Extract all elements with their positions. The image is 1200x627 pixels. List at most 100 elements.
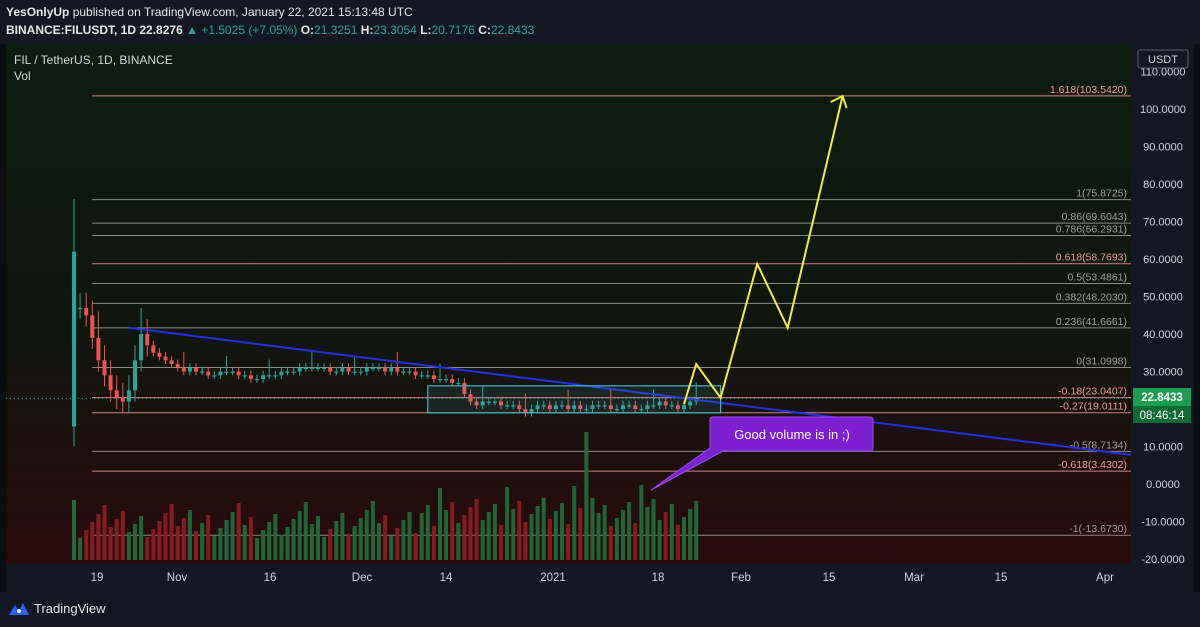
volume-bar bbox=[352, 526, 357, 560]
last-price: 22.8276 bbox=[139, 23, 183, 37]
price-chart[interactable]: 1.618(103.5420)1(75.8725)0.86(69.6043)0.… bbox=[6, 44, 1194, 592]
open-label: O: bbox=[300, 23, 315, 37]
volume-bar bbox=[267, 522, 272, 560]
volume-bar bbox=[389, 536, 394, 560]
close-value: 22.8433 bbox=[490, 23, 535, 37]
volume-bar bbox=[230, 512, 235, 560]
volume-legend: Vol bbox=[14, 69, 31, 83]
candle-body bbox=[218, 371, 223, 376]
candle-body bbox=[377, 367, 381, 370]
volume-bar bbox=[303, 502, 308, 560]
volume-bar bbox=[486, 512, 491, 560]
chart-area[interactable]: 1.618(103.5420) 1(75.8725) 0.86(69.6043) 0.… bbox=[6, 44, 1194, 592]
volume-bar bbox=[462, 515, 467, 560]
volume-bar bbox=[291, 519, 296, 560]
volume-bar bbox=[316, 516, 320, 560]
volume-bar bbox=[438, 488, 442, 560]
candle-body bbox=[206, 371, 211, 376]
downtrend-line bbox=[128, 326, 1132, 456]
header-bar: YesOnlyUp published on TradingView.com, … bbox=[0, 0, 1200, 44]
price-tick-label: 100.0000 bbox=[1140, 104, 1186, 116]
candle-body bbox=[72, 251, 76, 427]
volume-bar bbox=[694, 501, 699, 560]
volume-bar bbox=[395, 528, 400, 560]
price-tick-label: 80.0000 bbox=[1143, 179, 1183, 191]
volume-bar bbox=[663, 512, 668, 560]
volume-bar bbox=[261, 530, 266, 560]
volume-bar bbox=[255, 538, 259, 560]
candle-body bbox=[560, 405, 564, 407]
candle-body bbox=[352, 371, 357, 373]
fib-level-label: 0.86(69.6043) bbox=[1062, 211, 1127, 223]
time-tick-label: Dec bbox=[352, 572, 373, 584]
candle-body bbox=[120, 397, 125, 402]
author[interactable]: YesOnlyUp bbox=[6, 5, 70, 19]
last-price-tag-text: 22.8433 bbox=[1141, 392, 1183, 404]
candle-body bbox=[602, 405, 607, 407]
volume-bar bbox=[181, 518, 186, 560]
tradingview-logo-icon[interactable] bbox=[8, 601, 30, 617]
brand-name[interactable]: TradingView bbox=[34, 601, 106, 616]
candle-body bbox=[590, 405, 595, 410]
price-axis[interactable] bbox=[1131, 44, 1194, 592]
fib-level-label: -0.18(23.0407) bbox=[1058, 386, 1127, 398]
volume-bar bbox=[657, 520, 662, 560]
volume-bar bbox=[108, 527, 113, 560]
candle-body bbox=[346, 367, 351, 372]
volume-bar bbox=[133, 524, 137, 560]
fib-level-label: 0(31.0998) bbox=[1076, 355, 1127, 367]
candle-body bbox=[675, 405, 680, 410]
candle-body bbox=[505, 405, 510, 407]
candle-body bbox=[492, 401, 497, 403]
volume-bar bbox=[187, 510, 192, 560]
time-axis[interactable] bbox=[6, 564, 1131, 592]
fib-level-label: 0.236(41.6661) bbox=[1056, 316, 1127, 328]
price-change: ▲ +1.5025 (+7.05%) bbox=[186, 23, 298, 37]
volume-bar bbox=[340, 513, 345, 560]
fib-level-label: -0.5(8.7134) bbox=[1070, 439, 1127, 451]
volume-bar bbox=[523, 522, 528, 560]
candle-body bbox=[194, 367, 198, 372]
time-ticks: 19 Nov 16 Dec 14 2021 18 Feb 15 Mar 15 Apr bbox=[91, 572, 1115, 584]
volume-bar bbox=[505, 487, 510, 560]
symbol: BINANCE:FILUSDT, 1D bbox=[6, 23, 137, 37]
volume-bar bbox=[218, 528, 223, 560]
volume-bar bbox=[377, 523, 381, 560]
volume-bar bbox=[651, 499, 656, 560]
candle-body bbox=[669, 405, 674, 407]
volume-bar bbox=[645, 507, 650, 560]
currency-button[interactable] bbox=[1137, 49, 1189, 69]
price-tick-label: 110.0000 bbox=[1140, 67, 1185, 79]
volume-bar bbox=[175, 526, 180, 560]
candle-body bbox=[133, 360, 137, 391]
candle-body bbox=[212, 375, 217, 377]
low-value: 20.7176 bbox=[431, 23, 475, 37]
candle-body bbox=[248, 375, 253, 380]
drawings bbox=[128, 94, 1132, 456]
candle-body bbox=[535, 405, 540, 410]
candle-body bbox=[285, 371, 290, 373]
candle-body bbox=[438, 379, 442, 381]
volume-bar bbox=[84, 530, 89, 560]
volume-bar bbox=[578, 508, 583, 560]
candle-body bbox=[517, 405, 522, 410]
volume-bar bbox=[480, 520, 485, 560]
volume-bar bbox=[273, 514, 278, 560]
volume-bar bbox=[151, 529, 156, 560]
candle-body bbox=[633, 405, 638, 410]
volume-bar bbox=[78, 538, 83, 560]
annotation-callout[interactable]: Good volume is in ;) bbox=[650, 416, 874, 491]
candle-body bbox=[566, 405, 571, 410]
volume-bar bbox=[621, 510, 625, 560]
publish-info: published on TradingView.com, January 22… bbox=[69, 5, 413, 19]
time-tick-label: 19 bbox=[91, 572, 104, 584]
volume-bar bbox=[572, 486, 577, 560]
volume-bar bbox=[169, 504, 174, 560]
volume-bar bbox=[96, 514, 101, 560]
volume-bar bbox=[627, 502, 632, 560]
price-tick-label: 90.0000 bbox=[1143, 142, 1183, 154]
volume-bar bbox=[383, 515, 388, 560]
time-tick-label: Nov bbox=[167, 572, 188, 584]
volume-bar bbox=[541, 498, 546, 560]
fib-level-label: 0.5(53.4861) bbox=[1067, 272, 1127, 284]
